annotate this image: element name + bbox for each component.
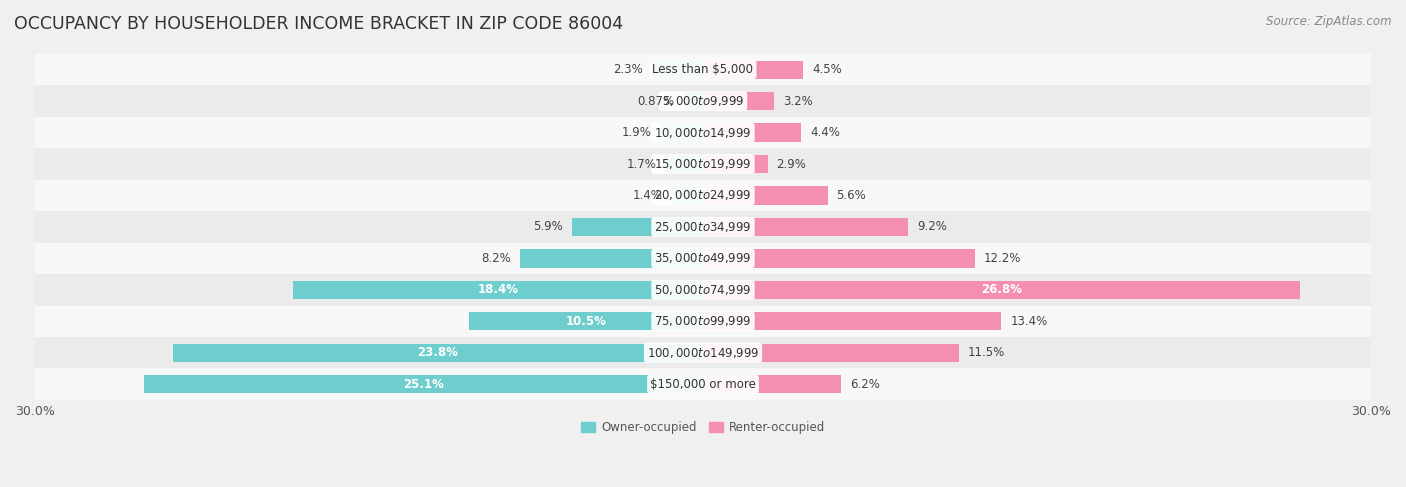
Text: $20,000 to $24,999: $20,000 to $24,999 bbox=[654, 188, 752, 203]
Text: 13.4%: 13.4% bbox=[1011, 315, 1047, 328]
Legend: Owner-occupied, Renter-occupied: Owner-occupied, Renter-occupied bbox=[576, 416, 830, 439]
Bar bbox=[703, 155, 768, 173]
Text: OCCUPANCY BY HOUSEHOLDER INCOME BRACKET IN ZIP CODE 86004: OCCUPANCY BY HOUSEHOLDER INCOME BRACKET … bbox=[14, 15, 623, 33]
Bar bbox=[683, 92, 703, 110]
Bar bbox=[35, 369, 1371, 400]
Text: 5.6%: 5.6% bbox=[837, 189, 866, 202]
Text: 18.4%: 18.4% bbox=[478, 283, 519, 297]
Text: 25.1%: 25.1% bbox=[404, 378, 444, 391]
Bar bbox=[35, 305, 1371, 337]
Text: 4.4%: 4.4% bbox=[810, 126, 839, 139]
Bar bbox=[35, 180, 1371, 211]
Text: 9.2%: 9.2% bbox=[917, 221, 946, 233]
Bar bbox=[294, 281, 703, 299]
Text: 11.5%: 11.5% bbox=[967, 346, 1005, 359]
Bar bbox=[703, 375, 841, 393]
Text: $50,000 to $74,999: $50,000 to $74,999 bbox=[654, 283, 752, 297]
Bar bbox=[703, 281, 1299, 299]
Bar bbox=[703, 187, 828, 205]
Text: $25,000 to $34,999: $25,000 to $34,999 bbox=[654, 220, 752, 234]
Text: $15,000 to $19,999: $15,000 to $19,999 bbox=[654, 157, 752, 171]
Text: 2.3%: 2.3% bbox=[613, 63, 643, 76]
Text: Source: ZipAtlas.com: Source: ZipAtlas.com bbox=[1267, 15, 1392, 28]
Text: 6.2%: 6.2% bbox=[851, 378, 880, 391]
Bar bbox=[35, 211, 1371, 243]
Bar bbox=[703, 60, 803, 79]
Text: $10,000 to $14,999: $10,000 to $14,999 bbox=[654, 126, 752, 140]
Text: 8.2%: 8.2% bbox=[482, 252, 512, 265]
Bar bbox=[35, 149, 1371, 180]
Text: 3.2%: 3.2% bbox=[783, 94, 813, 108]
Bar bbox=[703, 344, 959, 362]
Text: $150,000 or more: $150,000 or more bbox=[650, 378, 756, 391]
Text: 26.8%: 26.8% bbox=[981, 283, 1022, 297]
Bar bbox=[703, 92, 775, 110]
Bar bbox=[703, 218, 908, 236]
Bar bbox=[35, 54, 1371, 85]
Bar bbox=[572, 218, 703, 236]
Bar bbox=[703, 124, 801, 142]
Text: $5,000 to $9,999: $5,000 to $9,999 bbox=[662, 94, 744, 108]
Text: 4.5%: 4.5% bbox=[813, 63, 842, 76]
Text: $35,000 to $49,999: $35,000 to $49,999 bbox=[654, 251, 752, 265]
Bar bbox=[470, 312, 703, 330]
Text: 5.9%: 5.9% bbox=[533, 221, 562, 233]
Bar bbox=[173, 344, 703, 362]
Bar bbox=[520, 249, 703, 267]
Bar bbox=[143, 375, 703, 393]
Bar bbox=[703, 312, 1001, 330]
Bar bbox=[35, 337, 1371, 369]
Text: 1.9%: 1.9% bbox=[621, 126, 652, 139]
Text: Less than $5,000: Less than $5,000 bbox=[652, 63, 754, 76]
Bar bbox=[703, 249, 974, 267]
Bar bbox=[672, 187, 703, 205]
Bar bbox=[661, 124, 703, 142]
Text: 12.2%: 12.2% bbox=[984, 252, 1021, 265]
Bar bbox=[652, 60, 703, 79]
Text: 2.9%: 2.9% bbox=[776, 157, 807, 170]
Text: 1.7%: 1.7% bbox=[626, 157, 657, 170]
Bar bbox=[35, 274, 1371, 305]
Text: 10.5%: 10.5% bbox=[565, 315, 606, 328]
Text: 1.4%: 1.4% bbox=[633, 189, 662, 202]
Bar bbox=[35, 243, 1371, 274]
Text: 0.87%: 0.87% bbox=[637, 94, 675, 108]
Bar bbox=[35, 85, 1371, 117]
Bar bbox=[665, 155, 703, 173]
Text: $75,000 to $99,999: $75,000 to $99,999 bbox=[654, 314, 752, 328]
Bar bbox=[35, 117, 1371, 149]
Text: $100,000 to $149,999: $100,000 to $149,999 bbox=[647, 346, 759, 360]
Text: 23.8%: 23.8% bbox=[418, 346, 458, 359]
